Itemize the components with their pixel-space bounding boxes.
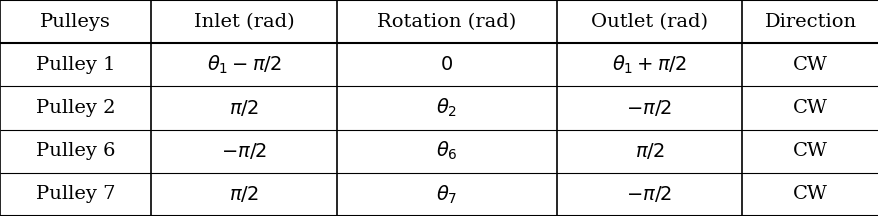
Text: $-\pi/2$: $-\pi/2$ [626, 98, 672, 118]
Bar [0, 0, 151, 43]
Text: $-\pi/2$: $-\pi/2$ [626, 184, 672, 204]
Bar [336, 130, 556, 173]
Text: $\pi/2$: $\pi/2$ [634, 141, 664, 161]
Text: CW: CW [792, 99, 827, 117]
Text: $\theta_1 - \pi/2$: $\theta_1 - \pi/2$ [206, 54, 281, 76]
Bar [0, 86, 151, 130]
Bar [151, 0, 336, 43]
Text: CW: CW [792, 56, 827, 74]
Text: Pulley 2: Pulley 2 [36, 99, 115, 117]
Bar [741, 0, 878, 43]
Text: $\pi/2$: $\pi/2$ [229, 98, 259, 118]
Text: $\pi/2$: $\pi/2$ [229, 184, 259, 204]
Text: Rotation (rad): Rotation (rad) [377, 13, 516, 31]
Text: $\theta_1 + \pi/2$: $\theta_1 + \pi/2$ [611, 54, 687, 76]
Bar [741, 173, 878, 216]
Bar [151, 173, 336, 216]
Bar [556, 0, 741, 43]
Bar [336, 43, 556, 86]
Text: CW: CW [792, 142, 827, 160]
Bar [741, 86, 878, 130]
Text: Inlet (rad): Inlet (rad) [194, 13, 294, 31]
Bar [336, 0, 556, 43]
Bar [556, 130, 741, 173]
Text: $0$: $0$ [440, 56, 453, 74]
Text: Pulleys: Pulleys [40, 13, 111, 31]
Bar [336, 173, 556, 216]
Bar [556, 43, 741, 86]
Bar [0, 173, 151, 216]
Bar [741, 43, 878, 86]
Text: $\theta_2$: $\theta_2$ [435, 97, 457, 119]
Bar [556, 173, 741, 216]
Text: Direction: Direction [764, 13, 856, 31]
Bar [0, 43, 151, 86]
Text: $\theta_6$: $\theta_6$ [435, 140, 457, 162]
Text: Outlet (rad): Outlet (rad) [590, 13, 707, 31]
Bar [336, 86, 556, 130]
Bar [741, 130, 878, 173]
Bar [0, 130, 151, 173]
Text: $\theta_7$: $\theta_7$ [435, 183, 457, 206]
Bar [151, 43, 336, 86]
Bar [151, 130, 336, 173]
Text: Pulley 7: Pulley 7 [36, 185, 115, 203]
Text: Pulley 6: Pulley 6 [36, 142, 115, 160]
Bar [151, 86, 336, 130]
Text: CW: CW [792, 185, 827, 203]
Text: $-\pi/2$: $-\pi/2$ [220, 141, 267, 161]
Bar [556, 86, 741, 130]
Text: Pulley 1: Pulley 1 [36, 56, 115, 74]
